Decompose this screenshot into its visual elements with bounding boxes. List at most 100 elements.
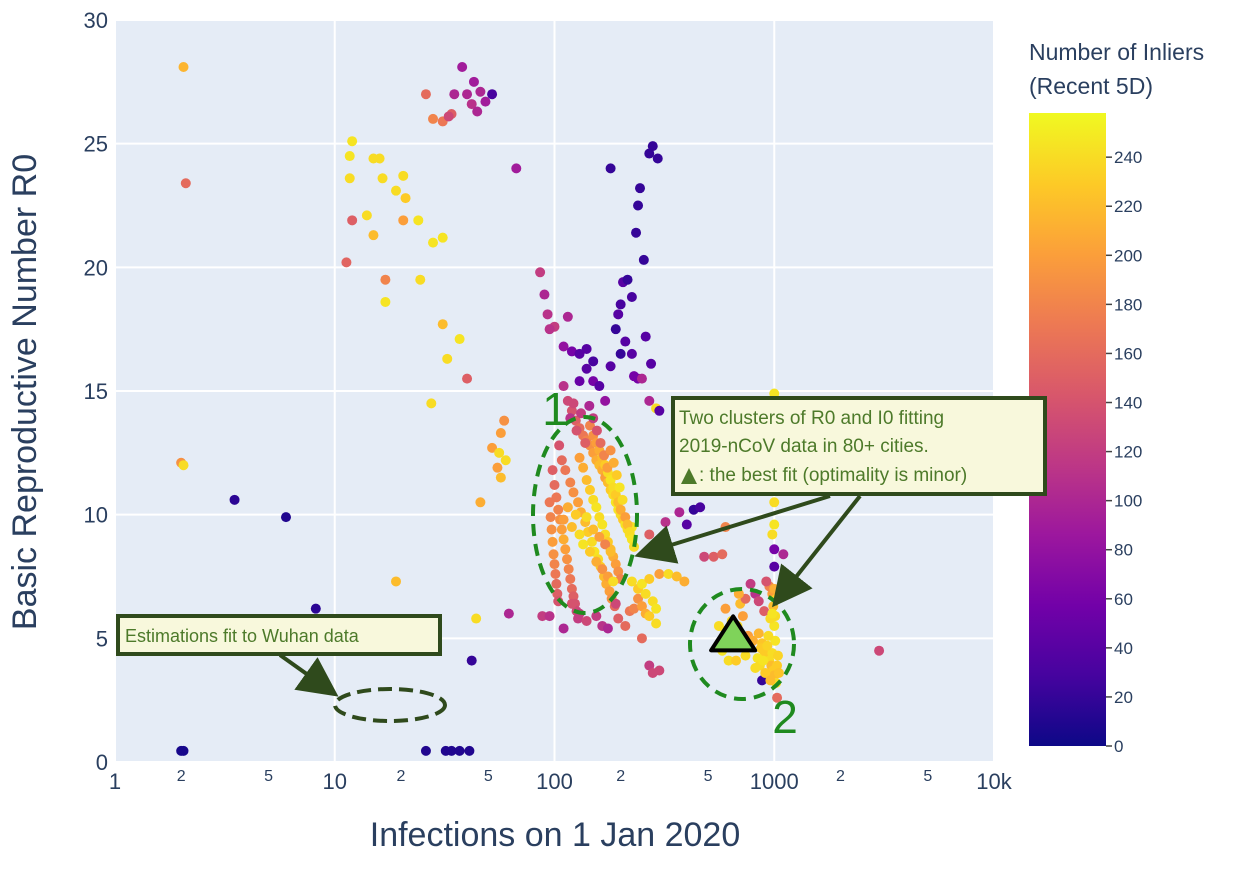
data-point xyxy=(547,465,558,476)
data-point xyxy=(633,200,644,211)
data-point xyxy=(720,603,731,614)
data-point xyxy=(740,650,751,661)
data-point xyxy=(566,405,577,416)
data-point xyxy=(594,531,605,542)
data-point xyxy=(699,551,710,562)
data-point xyxy=(428,113,439,124)
data-point xyxy=(475,497,486,508)
colorbar-tick-label: 160 xyxy=(1114,344,1142,363)
data-point xyxy=(759,606,770,617)
data-point xyxy=(765,675,776,686)
data-point xyxy=(449,89,460,100)
data-point xyxy=(558,514,569,525)
data-point xyxy=(495,428,506,439)
data-point xyxy=(377,173,388,184)
data-point xyxy=(760,667,771,678)
data-point xyxy=(558,534,569,545)
data-point xyxy=(560,544,571,555)
wuhan-arrow xyxy=(278,653,339,697)
data-point xyxy=(344,173,355,184)
data-point xyxy=(454,334,465,345)
colorbar-tick-label: 20 xyxy=(1114,688,1133,707)
data-point xyxy=(651,618,662,629)
cluster-1-arrow xyxy=(634,494,831,564)
data-point xyxy=(635,183,646,194)
data-point xyxy=(578,539,589,550)
data-point xyxy=(600,395,611,406)
data-point xyxy=(562,502,573,513)
y-tick-label: 30 xyxy=(84,8,108,33)
data-point xyxy=(600,539,611,550)
data-point xyxy=(769,544,780,555)
colorbar-tick-label: 100 xyxy=(1114,492,1142,511)
data-point xyxy=(480,96,491,107)
data-point xyxy=(636,601,647,612)
data-point xyxy=(500,455,511,466)
data-point xyxy=(654,665,665,676)
data-point xyxy=(737,611,748,622)
data-point xyxy=(588,356,599,367)
y-axis-ticks: 0 5 10 15 20 25 30 xyxy=(84,8,108,775)
data-point xyxy=(563,564,574,575)
data-point xyxy=(767,608,778,619)
x-tick-label: 1000 xyxy=(750,769,799,794)
data-point xyxy=(398,215,409,226)
data-point xyxy=(681,519,692,530)
data-point xyxy=(437,232,448,243)
data-point xyxy=(605,445,616,456)
x-minor-tick-label: 2 xyxy=(396,768,405,785)
data-point xyxy=(644,660,655,671)
data-point xyxy=(769,620,780,631)
data-point xyxy=(773,667,784,678)
data-point xyxy=(374,153,385,164)
data-point xyxy=(584,400,595,411)
data-point xyxy=(615,299,626,310)
x-tick-label: 10 xyxy=(323,769,347,794)
data-point xyxy=(613,613,624,624)
data-point xyxy=(568,398,579,409)
data-point xyxy=(492,462,503,473)
colorbar-tick-label: 60 xyxy=(1114,590,1133,609)
data-point xyxy=(591,425,602,436)
colorbar-tick-label: 80 xyxy=(1114,541,1133,560)
data-point xyxy=(581,475,592,486)
data-point xyxy=(594,381,605,392)
data-point xyxy=(615,348,626,359)
data-point xyxy=(595,437,606,448)
data-point xyxy=(723,655,734,666)
data-point xyxy=(580,437,591,448)
x-axis-label: Infections on 1 Jan 2020 xyxy=(370,816,741,854)
data-point xyxy=(644,611,655,622)
data-point xyxy=(558,341,569,352)
data-point xyxy=(597,519,608,530)
data-point xyxy=(446,745,457,756)
y-tick-label: 25 xyxy=(84,132,108,157)
data-point xyxy=(344,151,355,162)
data-point xyxy=(568,591,579,602)
data-point xyxy=(761,576,772,587)
x-minor-tick-label: 5 xyxy=(704,768,713,785)
data-point xyxy=(636,633,647,644)
x-axis-ticks: 1 10 100 1000 10k 2 5 2 5 2 5 2 5 xyxy=(109,768,1013,794)
y-axis-label: Basic Reproductive Number R0 xyxy=(6,154,44,630)
data-point xyxy=(398,170,409,181)
data-point xyxy=(767,529,778,540)
data-point xyxy=(874,645,885,656)
data-point xyxy=(778,549,789,560)
x-minor-tick-label: 5 xyxy=(264,768,273,785)
data-point xyxy=(640,331,651,342)
data-point xyxy=(544,497,555,508)
data-point xyxy=(615,504,626,515)
data-point xyxy=(548,549,559,560)
colorbar-title-line1: Number of Inliers xyxy=(1029,39,1204,65)
x-tick-label: 100 xyxy=(536,769,573,794)
data-point xyxy=(636,578,647,589)
data-point xyxy=(462,89,473,100)
best-fit-triangle xyxy=(709,614,758,653)
data-point xyxy=(578,462,589,473)
colorbar-tick-label: 220 xyxy=(1114,197,1142,216)
data-point xyxy=(628,603,639,614)
data-point xyxy=(626,292,637,303)
data-point xyxy=(420,89,431,100)
data-point xyxy=(644,395,655,406)
